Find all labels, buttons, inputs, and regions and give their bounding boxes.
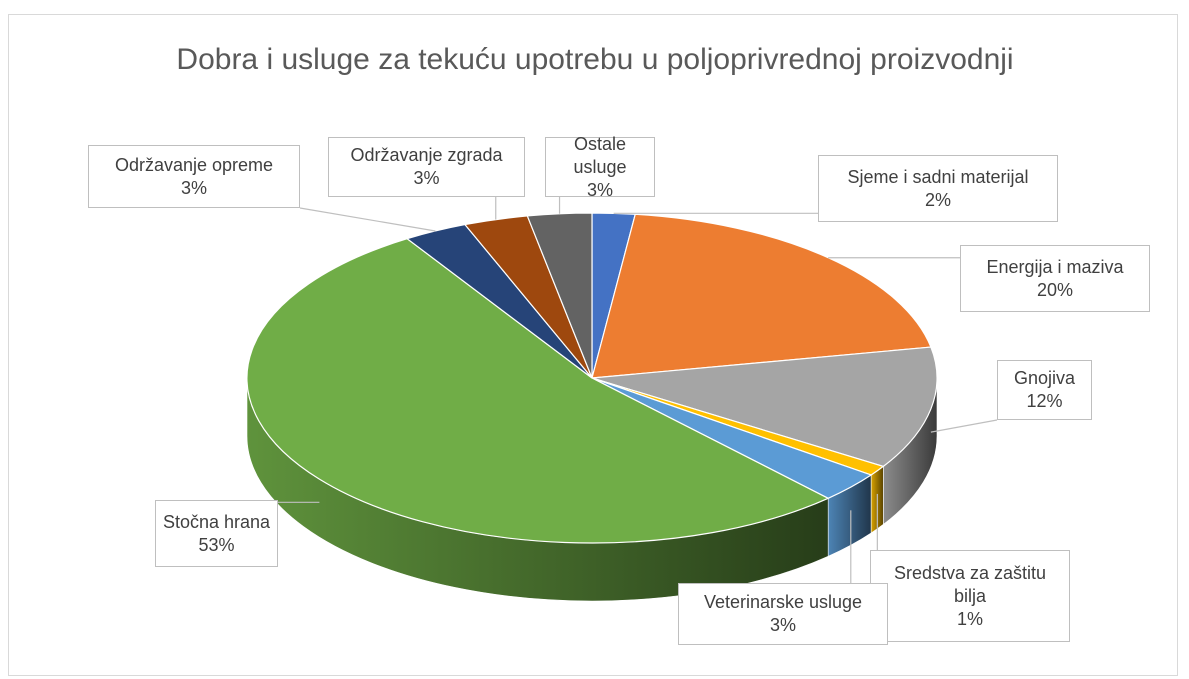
- slice: [591, 213, 932, 379]
- slice: [591, 346, 938, 468]
- leader-line: [930, 419, 998, 433]
- data-label: Održavanje opreme 3%: [88, 145, 300, 208]
- data-label-value: 1%: [956, 608, 983, 629]
- data-label-value: 53%: [198, 534, 235, 555]
- data-label: Energija i maziva 20%: [960, 245, 1150, 312]
- data-label: Veterinarske usluge 3%: [678, 583, 888, 645]
- data-label-name: Energija i maziva: [986, 256, 1124, 277]
- data-label: Ostale usluge 3%: [545, 134, 655, 200]
- data-label-name: Gnojiva: [1013, 368, 1076, 388]
- data-label-name: Sjeme i sadni materijal: [847, 166, 1029, 187]
- data-label: Stočna hrana 53%: [155, 500, 278, 567]
- data-label-name: Ostale usluge: [573, 133, 627, 177]
- data-label-value: 12%: [1026, 391, 1063, 411]
- data-label-name: Veterinarske usluge: [703, 592, 863, 612]
- chart-frame: [8, 14, 1178, 676]
- data-label: Održavanje zgrada 3%: [328, 137, 525, 197]
- data-label: Sjeme i sadni materijal 2%: [818, 155, 1058, 222]
- leader-line: [299, 207, 436, 232]
- data-label-value: 3%: [180, 177, 207, 198]
- data-label-value: 20%: [1036, 279, 1074, 300]
- chart-title: Dobra i usluge za tekuću upotrebu u polj…: [176, 43, 1014, 76]
- data-label-value: 3%: [413, 168, 440, 188]
- data-label-name: Održavanje zgrada: [350, 145, 503, 165]
- data-label: Gnojiva 12%: [997, 360, 1092, 420]
- data-label-name: Stočna hrana: [162, 511, 271, 532]
- slice: [246, 238, 830, 544]
- data-label-value: 2%: [924, 189, 951, 210]
- data-label-name: Održavanje opreme: [114, 154, 274, 175]
- data-label: Sredstva za zaštitu bilja 1%: [870, 550, 1070, 642]
- data-label-name: Sredstva za zaštitu bilja: [893, 562, 1047, 606]
- data-label-value: 3%: [586, 179, 613, 200]
- data-label-value: 3%: [769, 615, 796, 635]
- slice: [526, 212, 593, 379]
